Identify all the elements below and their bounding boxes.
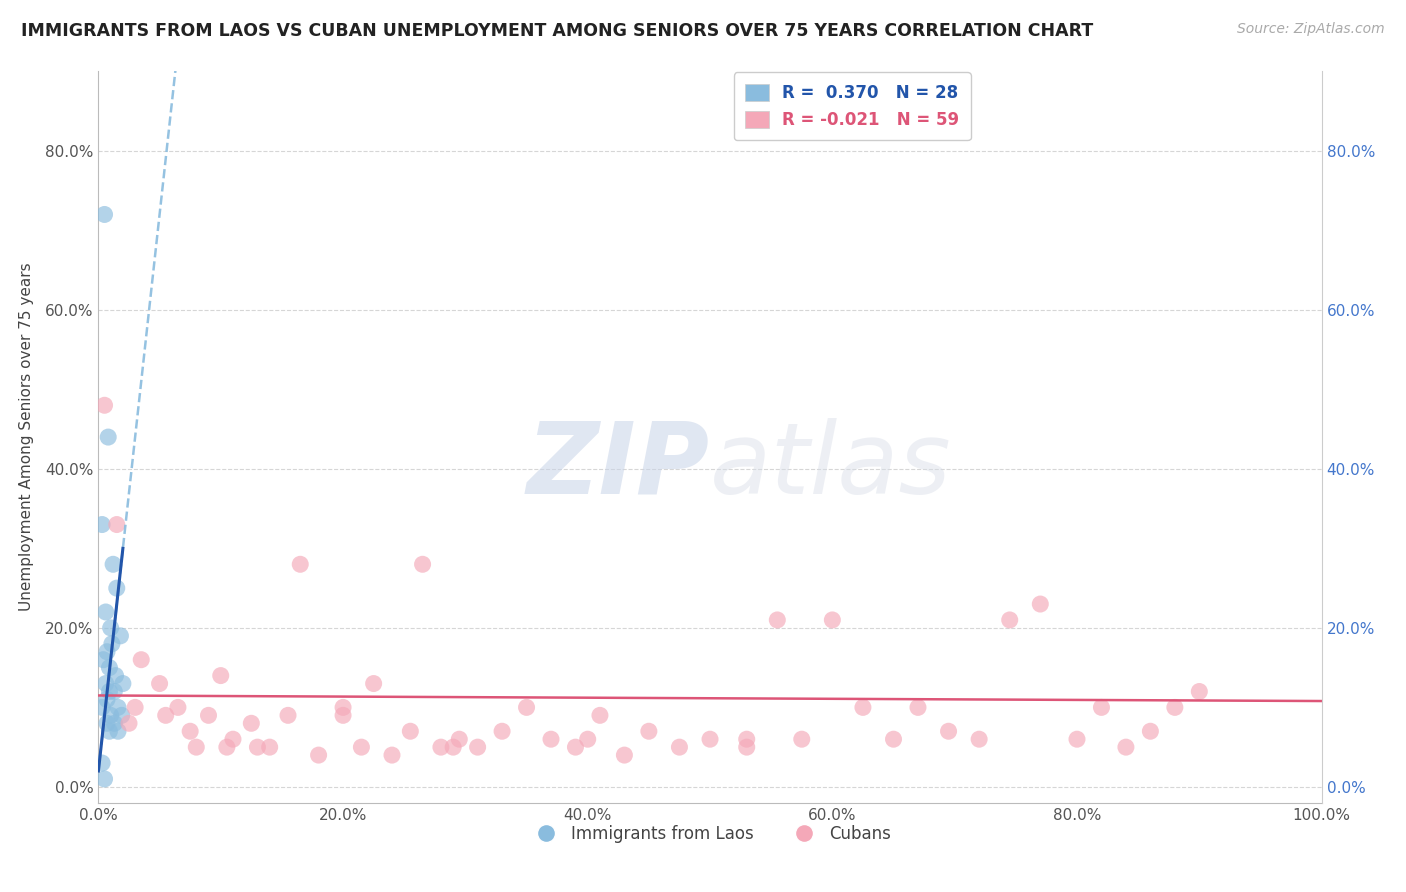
Point	[186, 740, 208, 755]
Point	[107, 724, 129, 739]
Point	[790, 732, 813, 747]
Point	[883, 732, 905, 747]
Point	[101, 637, 124, 651]
Point	[613, 748, 636, 763]
Point	[96, 645, 118, 659]
Point	[167, 700, 190, 714]
Point	[350, 740, 373, 755]
Point	[412, 558, 434, 572]
Point	[104, 668, 127, 682]
Point	[290, 558, 312, 572]
Point	[91, 756, 114, 770]
Point	[332, 708, 354, 723]
Point	[1139, 724, 1161, 739]
Point	[94, 676, 117, 690]
Point	[129, 653, 152, 667]
Point	[308, 748, 330, 763]
Text: ZIP: ZIP	[527, 417, 710, 515]
Point	[215, 740, 238, 755]
Point	[491, 724, 513, 739]
Point	[101, 558, 124, 572]
Point	[1066, 732, 1088, 747]
Point	[430, 740, 453, 755]
Point	[105, 581, 128, 595]
Point	[209, 668, 232, 682]
Point	[118, 716, 141, 731]
Point	[100, 708, 122, 723]
Point	[967, 732, 990, 747]
Point	[107, 700, 129, 714]
Point	[105, 517, 128, 532]
Point	[668, 740, 690, 755]
Point	[564, 740, 586, 755]
Point	[98, 724, 121, 739]
Point	[540, 732, 562, 747]
Point	[155, 708, 177, 723]
Point	[93, 772, 115, 786]
Point	[94, 605, 117, 619]
Y-axis label: Unemployment Among Seniors over 75 years: Unemployment Among Seniors over 75 years	[18, 263, 34, 611]
Point	[98, 684, 121, 698]
Point	[332, 700, 354, 714]
Text: Source: ZipAtlas.com: Source: ZipAtlas.com	[1237, 22, 1385, 37]
Point	[441, 740, 464, 755]
Point	[589, 708, 612, 723]
Point	[699, 732, 721, 747]
Point	[515, 700, 537, 714]
Point	[96, 692, 118, 706]
Point	[124, 700, 146, 714]
Point	[197, 708, 219, 723]
Point	[449, 732, 471, 747]
Point	[91, 653, 114, 667]
Point	[399, 724, 422, 739]
Point	[110, 629, 132, 643]
Point	[98, 660, 121, 674]
Point	[1090, 700, 1112, 714]
Legend: Immigrants from Laos, Cubans: Immigrants from Laos, Cubans	[523, 818, 897, 849]
Point	[100, 621, 122, 635]
Point	[821, 613, 844, 627]
Point	[766, 613, 789, 627]
Point	[179, 724, 201, 739]
Point	[998, 613, 1021, 627]
Point	[735, 740, 758, 755]
Point	[1029, 597, 1052, 611]
Point	[103, 684, 125, 698]
Text: atlas: atlas	[710, 417, 952, 515]
Point	[103, 716, 125, 731]
Point	[91, 517, 114, 532]
Point	[93, 207, 115, 221]
Point	[222, 732, 245, 747]
Point	[1115, 740, 1137, 755]
Point	[277, 708, 299, 723]
Point	[1188, 684, 1211, 698]
Point	[637, 724, 661, 739]
Point	[907, 700, 929, 714]
Point	[381, 748, 404, 763]
Point	[149, 676, 172, 690]
Point	[91, 700, 114, 714]
Point	[246, 740, 269, 755]
Point	[467, 740, 489, 755]
Text: IMMIGRANTS FROM LAOS VS CUBAN UNEMPLOYMENT AMONG SENIORS OVER 75 YEARS CORRELATI: IMMIGRANTS FROM LAOS VS CUBAN UNEMPLOYME…	[21, 22, 1094, 40]
Point	[259, 740, 281, 755]
Point	[576, 732, 599, 747]
Point	[97, 430, 120, 444]
Point	[240, 716, 263, 731]
Point	[938, 724, 960, 739]
Point	[93, 398, 115, 412]
Point	[735, 732, 758, 747]
Point	[852, 700, 875, 714]
Point	[363, 676, 385, 690]
Point	[111, 676, 134, 690]
Point	[1164, 700, 1187, 714]
Point	[96, 716, 118, 731]
Point	[111, 708, 134, 723]
